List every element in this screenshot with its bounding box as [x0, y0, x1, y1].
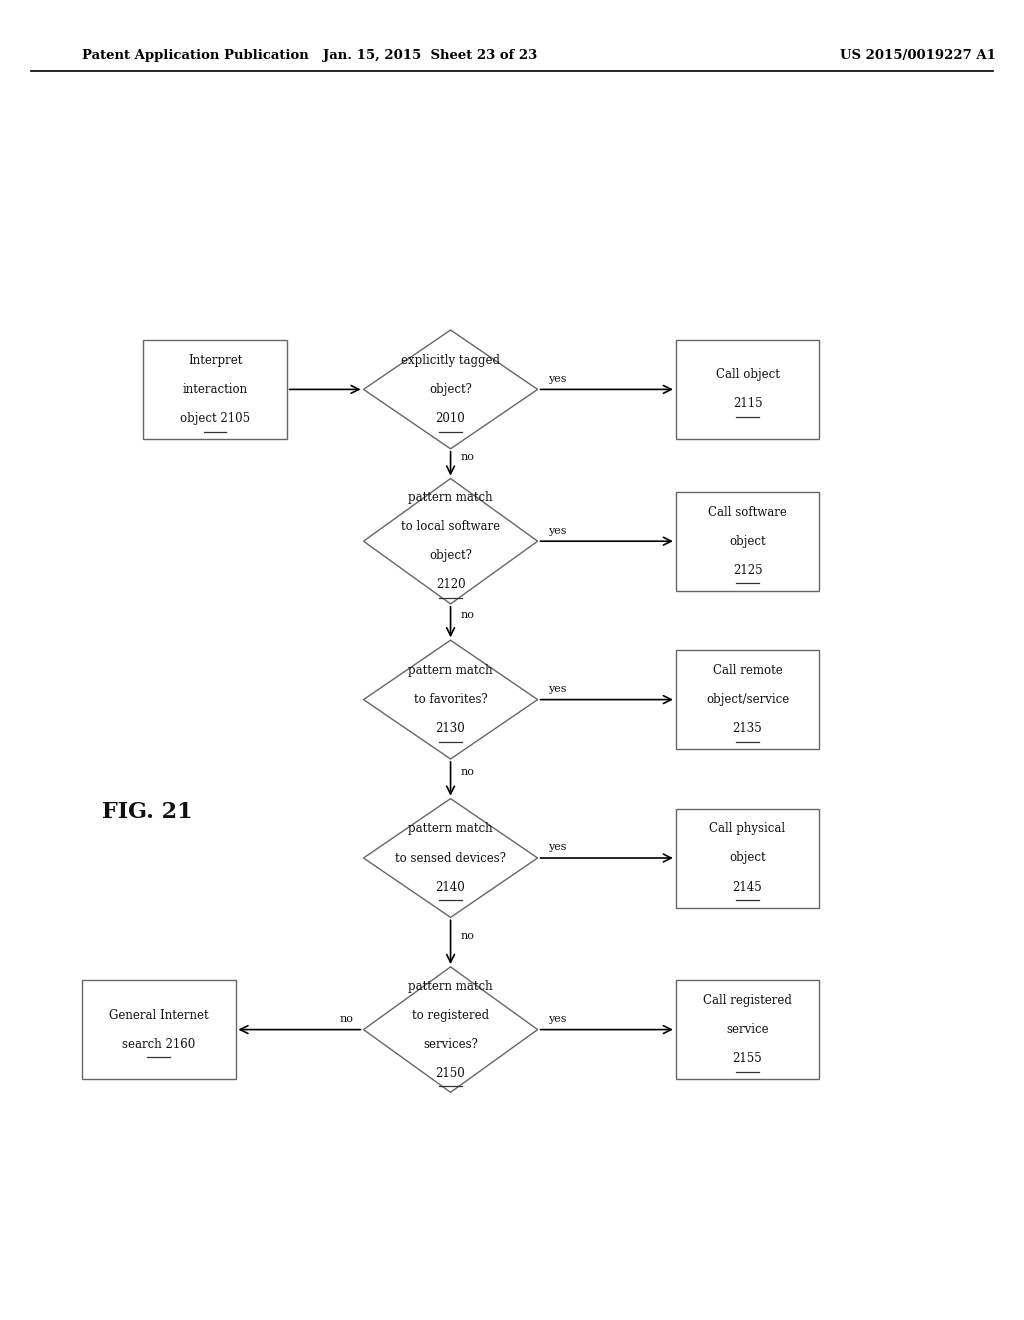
Text: Call remote: Call remote — [713, 664, 782, 677]
Text: 2150: 2150 — [435, 1067, 466, 1080]
Text: yes: yes — [548, 1014, 566, 1024]
Text: object: object — [729, 535, 766, 548]
Text: US 2015/0019227 A1: US 2015/0019227 A1 — [840, 49, 995, 62]
Bar — [676, 979, 819, 1080]
Polygon shape — [364, 330, 538, 449]
Bar — [676, 492, 819, 591]
Text: 2155: 2155 — [732, 1052, 763, 1065]
Bar — [82, 979, 236, 1080]
Text: yes: yes — [548, 684, 566, 694]
Text: 2120: 2120 — [436, 578, 465, 591]
Text: Call physical: Call physical — [710, 822, 785, 836]
Text: pattern match: pattern match — [409, 664, 493, 677]
Text: object: object — [729, 851, 766, 865]
Text: no: no — [461, 767, 475, 777]
Text: pattern match: pattern match — [409, 979, 493, 993]
Text: yes: yes — [548, 374, 566, 384]
Text: object?: object? — [429, 383, 472, 396]
Text: no: no — [339, 1014, 353, 1024]
Polygon shape — [364, 479, 538, 605]
Polygon shape — [364, 966, 538, 1093]
Text: object/service: object/service — [706, 693, 790, 706]
Text: FIG. 21: FIG. 21 — [102, 801, 194, 822]
Text: pattern match: pattern match — [409, 822, 493, 836]
Text: object 2105: object 2105 — [180, 412, 250, 425]
Text: service: service — [726, 1023, 769, 1036]
Text: pattern match: pattern match — [409, 491, 493, 504]
Text: Call object: Call object — [716, 368, 779, 381]
Text: 2135: 2135 — [732, 722, 763, 735]
Text: Interpret: Interpret — [187, 354, 243, 367]
Text: no: no — [461, 610, 475, 620]
Text: 2125: 2125 — [733, 564, 762, 577]
Text: 2130: 2130 — [435, 722, 466, 735]
Bar — [676, 651, 819, 750]
Text: services?: services? — [423, 1038, 478, 1051]
Text: General Internet: General Internet — [109, 1008, 209, 1022]
Text: 2115: 2115 — [733, 397, 762, 411]
Text: Jan. 15, 2015  Sheet 23 of 23: Jan. 15, 2015 Sheet 23 of 23 — [323, 49, 538, 62]
Text: interaction: interaction — [182, 383, 248, 396]
Polygon shape — [364, 799, 538, 917]
Text: Call software: Call software — [708, 506, 787, 519]
Text: yes: yes — [548, 842, 566, 853]
Text: Call registered: Call registered — [703, 994, 792, 1007]
Text: object?: object? — [429, 549, 472, 562]
Text: explicitly tagged: explicitly tagged — [401, 354, 500, 367]
Text: to favorites?: to favorites? — [414, 693, 487, 706]
Bar — [143, 341, 287, 438]
Polygon shape — [364, 640, 538, 759]
Text: no: no — [461, 451, 475, 462]
Text: no: no — [461, 931, 475, 941]
Text: to registered: to registered — [412, 1008, 489, 1022]
Text: 2145: 2145 — [732, 880, 763, 894]
Bar — [676, 341, 819, 438]
Text: 2140: 2140 — [435, 880, 466, 894]
Text: 2010: 2010 — [435, 412, 466, 425]
Text: to local software: to local software — [401, 520, 500, 533]
Text: to sensed devices?: to sensed devices? — [395, 851, 506, 865]
Bar — [676, 808, 819, 908]
Text: yes: yes — [548, 525, 566, 536]
Text: search 2160: search 2160 — [122, 1038, 196, 1051]
Text: Patent Application Publication: Patent Application Publication — [82, 49, 308, 62]
